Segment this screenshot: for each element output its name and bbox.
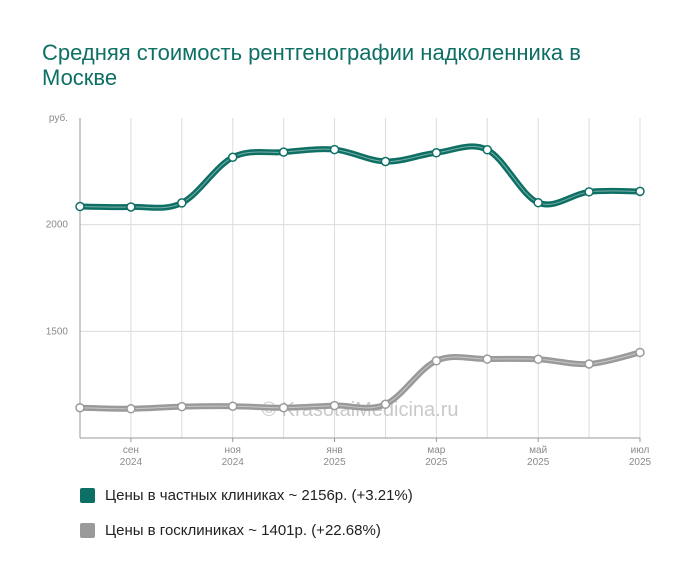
x-tick-year: 2024 bbox=[120, 457, 143, 468]
data-point-private bbox=[75, 201, 85, 212]
x-tick-year: 2025 bbox=[629, 457, 652, 468]
series-line-highlight-private bbox=[79, 145, 641, 209]
chart-title: Средняя стоимость рентгенографии надколе… bbox=[42, 40, 581, 90]
data-point-private bbox=[126, 202, 136, 212]
data-point-public bbox=[533, 354, 543, 365]
x-tick-month: сен bbox=[123, 445, 139, 456]
y-tick-label: 2000 bbox=[46, 220, 69, 231]
legend-swatch-private bbox=[80, 488, 95, 503]
data-point-private bbox=[635, 186, 645, 197]
data-point-public bbox=[380, 399, 391, 410]
data-point-public bbox=[75, 402, 85, 413]
legend-item-public[interactable]: Цены в госклиниках ~ 1401р. (+22.68%) bbox=[80, 522, 381, 539]
data-point-public bbox=[584, 359, 594, 369]
x-tick-year: 2025 bbox=[527, 457, 550, 468]
data-point-public bbox=[177, 401, 187, 412]
grid bbox=[79, 118, 641, 438]
x-tick-month: июл bbox=[631, 445, 650, 456]
data-point-private bbox=[278, 147, 289, 157]
data-point-public bbox=[126, 404, 136, 414]
data-point-private bbox=[380, 156, 391, 167]
y-unit-label: руб. bbox=[49, 112, 68, 124]
legend-label-public: Цены в госклиниках ~ 1401р. (+22.68%) bbox=[105, 522, 381, 539]
data-point-private bbox=[533, 197, 543, 208]
data-point-public bbox=[482, 354, 493, 364]
x-tick-month: янв bbox=[326, 445, 342, 456]
data-point-private bbox=[227, 152, 238, 163]
x-tick-year: 2025 bbox=[425, 457, 448, 468]
data-point-public bbox=[329, 400, 340, 411]
data-point-public bbox=[635, 347, 645, 358]
x-tick-month: ноя bbox=[224, 445, 241, 456]
x-tick-month: мар bbox=[427, 445, 445, 456]
data-point-private bbox=[177, 198, 187, 208]
x-tick-month: май bbox=[529, 445, 547, 456]
data-point-private bbox=[482, 145, 493, 155]
data-point-public bbox=[227, 401, 238, 411]
x-tick-year: 2024 bbox=[222, 457, 245, 468]
line-chart: 15002000руб.сен2024ноя2024янв2025мар2025… bbox=[46, 112, 652, 468]
x-tick-year: 2025 bbox=[323, 457, 346, 468]
legend-label-private: Цены в частных клиниках ~ 2156р. (+3.21%… bbox=[105, 487, 413, 504]
legend-item-private[interactable]: Цены в частных клиниках ~ 2156р. (+3.21%… bbox=[80, 487, 413, 504]
data-point-public bbox=[278, 402, 289, 413]
axes: 15002000руб.сен2024ноя2024янв2025мар2025… bbox=[46, 112, 652, 468]
legend-swatch-public bbox=[80, 523, 95, 538]
data-point-private bbox=[431, 148, 442, 158]
data-point-private bbox=[584, 187, 594, 197]
data-point-public bbox=[431, 356, 442, 366]
data-point-private bbox=[329, 144, 340, 155]
y-tick-label: 1500 bbox=[46, 326, 69, 337]
series-layer bbox=[75, 143, 645, 414]
